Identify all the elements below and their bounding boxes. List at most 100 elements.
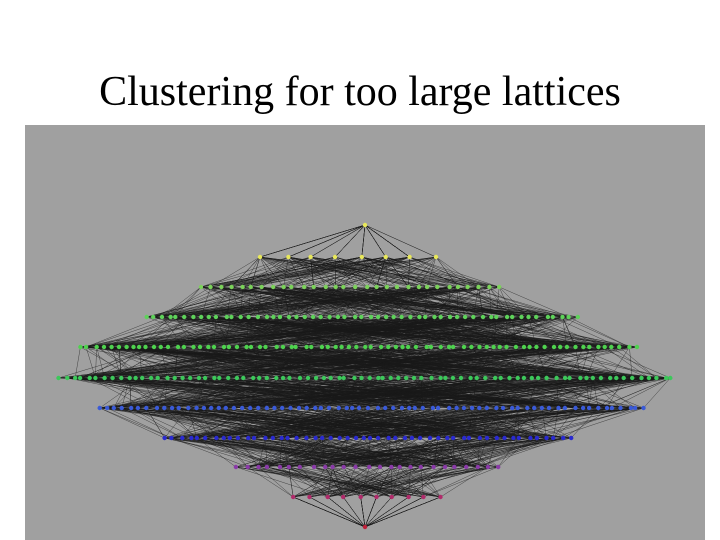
edge-bundle xyxy=(146,286,578,318)
node xyxy=(551,435,556,441)
node xyxy=(476,284,481,290)
node xyxy=(377,464,383,470)
node xyxy=(231,405,237,411)
node xyxy=(380,375,385,381)
node xyxy=(341,284,346,290)
node xyxy=(356,405,362,411)
node xyxy=(286,254,291,260)
node xyxy=(109,344,114,350)
node xyxy=(438,494,443,500)
node xyxy=(587,344,592,350)
node xyxy=(458,375,464,381)
node xyxy=(131,344,136,350)
node xyxy=(375,435,381,441)
node xyxy=(590,375,595,381)
node xyxy=(564,344,570,350)
node xyxy=(534,435,540,441)
node xyxy=(327,314,332,320)
node xyxy=(575,314,580,320)
node xyxy=(313,435,318,441)
node xyxy=(521,375,527,381)
node xyxy=(233,464,239,470)
node xyxy=(526,314,531,320)
node xyxy=(224,314,229,320)
node xyxy=(428,344,434,350)
node xyxy=(573,405,578,411)
node xyxy=(511,435,516,441)
node xyxy=(353,464,358,470)
node xyxy=(119,375,124,381)
node xyxy=(325,494,330,500)
node xyxy=(274,375,279,381)
node xyxy=(129,405,134,411)
node xyxy=(274,344,279,350)
node xyxy=(234,344,240,350)
node xyxy=(471,314,476,320)
node xyxy=(326,405,332,411)
node xyxy=(551,344,557,350)
node xyxy=(427,435,433,441)
node xyxy=(483,375,488,381)
node xyxy=(494,314,499,320)
node xyxy=(330,464,335,470)
node xyxy=(598,375,604,381)
node xyxy=(561,435,566,441)
node xyxy=(194,435,199,441)
node xyxy=(630,375,635,381)
edge-bundle xyxy=(99,407,644,439)
node xyxy=(542,344,547,350)
node xyxy=(389,464,394,470)
node xyxy=(358,494,363,500)
node xyxy=(248,284,253,290)
node xyxy=(461,344,467,350)
node xyxy=(353,435,359,441)
node xyxy=(119,405,124,411)
node xyxy=(447,405,452,411)
node xyxy=(397,464,402,470)
node xyxy=(307,494,312,500)
node xyxy=(155,375,160,381)
node xyxy=(609,344,614,350)
node xyxy=(528,435,533,441)
node xyxy=(101,344,107,350)
node xyxy=(318,405,324,411)
node xyxy=(105,405,110,411)
node xyxy=(389,494,394,500)
node xyxy=(609,405,615,411)
node xyxy=(513,344,519,350)
node xyxy=(111,405,117,411)
node xyxy=(245,464,250,470)
node xyxy=(374,494,379,500)
node xyxy=(362,524,368,530)
node xyxy=(136,344,142,350)
node xyxy=(77,375,83,381)
node xyxy=(469,405,475,411)
node xyxy=(494,435,499,441)
edge-bundle xyxy=(58,346,671,379)
node xyxy=(304,405,309,411)
node xyxy=(305,375,311,381)
node xyxy=(504,344,509,350)
node xyxy=(510,405,515,411)
node xyxy=(515,405,520,411)
node xyxy=(365,284,370,290)
edge-bundle xyxy=(200,256,500,288)
node xyxy=(438,375,443,381)
node xyxy=(94,344,99,350)
node xyxy=(320,435,325,441)
node xyxy=(302,284,307,290)
node xyxy=(529,375,534,381)
node xyxy=(455,284,461,290)
node xyxy=(287,375,292,381)
edge-bundle xyxy=(164,437,572,468)
node xyxy=(438,344,443,350)
node xyxy=(534,314,539,320)
node xyxy=(544,435,549,441)
node xyxy=(135,405,141,411)
node xyxy=(248,344,254,350)
node xyxy=(321,375,327,381)
node xyxy=(256,405,261,411)
node xyxy=(409,435,415,441)
node xyxy=(244,344,249,350)
